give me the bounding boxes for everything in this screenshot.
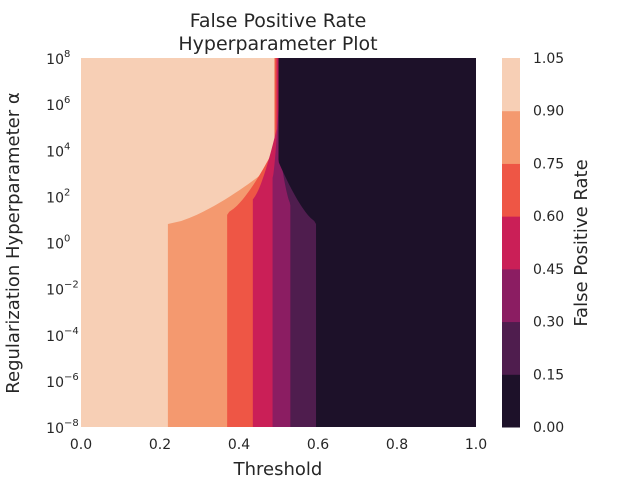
y-tick-label: 10: [46, 329, 64, 345]
y-tick-label: 10: [46, 237, 64, 253]
y-axis-label: Regularization Hyperparameter α: [3, 92, 24, 393]
y-tick-label: 10: [46, 144, 64, 160]
x-tick-label: 0.2: [149, 437, 171, 453]
colorbar-band: [502, 110, 520, 164]
chart-title-line2: Hyperparameter Plot: [178, 33, 377, 55]
x-tick-label: 0.0: [70, 437, 92, 453]
x-tick-label: 0.6: [307, 437, 329, 453]
colorbar-tick-label: 0.30: [533, 315, 564, 331]
y-tick-exponent: 2: [64, 187, 70, 198]
chart-title-line1: False Positive Rate: [190, 10, 367, 32]
y-tick-label: 10: [46, 52, 64, 68]
y-tick-label: 10: [46, 98, 64, 114]
y-tick-exponent: 0: [64, 234, 70, 245]
colorbar-label: False Positive Rate: [571, 159, 592, 326]
colorbar-tick-label: 0.00: [533, 420, 564, 436]
y-tick-exponent: −6: [64, 372, 79, 383]
colorbar-band: [502, 216, 520, 270]
contour-plot-area: [81, 58, 476, 427]
y-tick-exponent: 4: [64, 141, 70, 152]
y-tick-label: 10: [46, 283, 64, 299]
y-tick-exponent: 8: [64, 49, 70, 60]
x-tick-label: 0.4: [228, 437, 250, 453]
colorbar-ticks: 0.00 0.15 0.30 0.45 0.60 0.75 0.90 1.05: [533, 51, 564, 436]
colorbar-tick-label: 0.75: [533, 156, 564, 172]
y-tick-exponent: −4: [64, 326, 79, 337]
y-tick-label: 10: [46, 421, 64, 437]
x-axis-ticks: 0.0 0.2 0.4 0.6 0.8 1.0: [70, 437, 487, 453]
y-tick-label: 10: [46, 190, 64, 206]
colorbar-band: [502, 163, 520, 217]
colorbar-tick-label: 0.15: [533, 367, 564, 383]
x-axis-label: Threshold: [233, 459, 323, 480]
colorbar-tick-label: 0.60: [533, 209, 564, 225]
colorbar-band: [502, 268, 520, 323]
colorbar-band: [502, 374, 520, 428]
colorbar-tick-label: 0.45: [533, 262, 564, 278]
x-tick-label: 0.8: [386, 437, 408, 453]
y-tick-exponent: −2: [64, 280, 79, 291]
colorbar-band: [502, 58, 520, 112]
x-tick-label: 1.0: [465, 437, 487, 453]
y-tick-label: 10: [46, 375, 64, 391]
colorbar-tick-label: 0.90: [533, 104, 564, 120]
y-tick-exponent: −8: [64, 418, 79, 429]
y-tick-exponent: 6: [64, 95, 70, 106]
colorbar-band: [502, 321, 520, 375]
colorbar-tick-label: 1.05: [533, 51, 564, 67]
contour-band-5: [278, 58, 476, 427]
colorbar: [502, 58, 520, 428]
